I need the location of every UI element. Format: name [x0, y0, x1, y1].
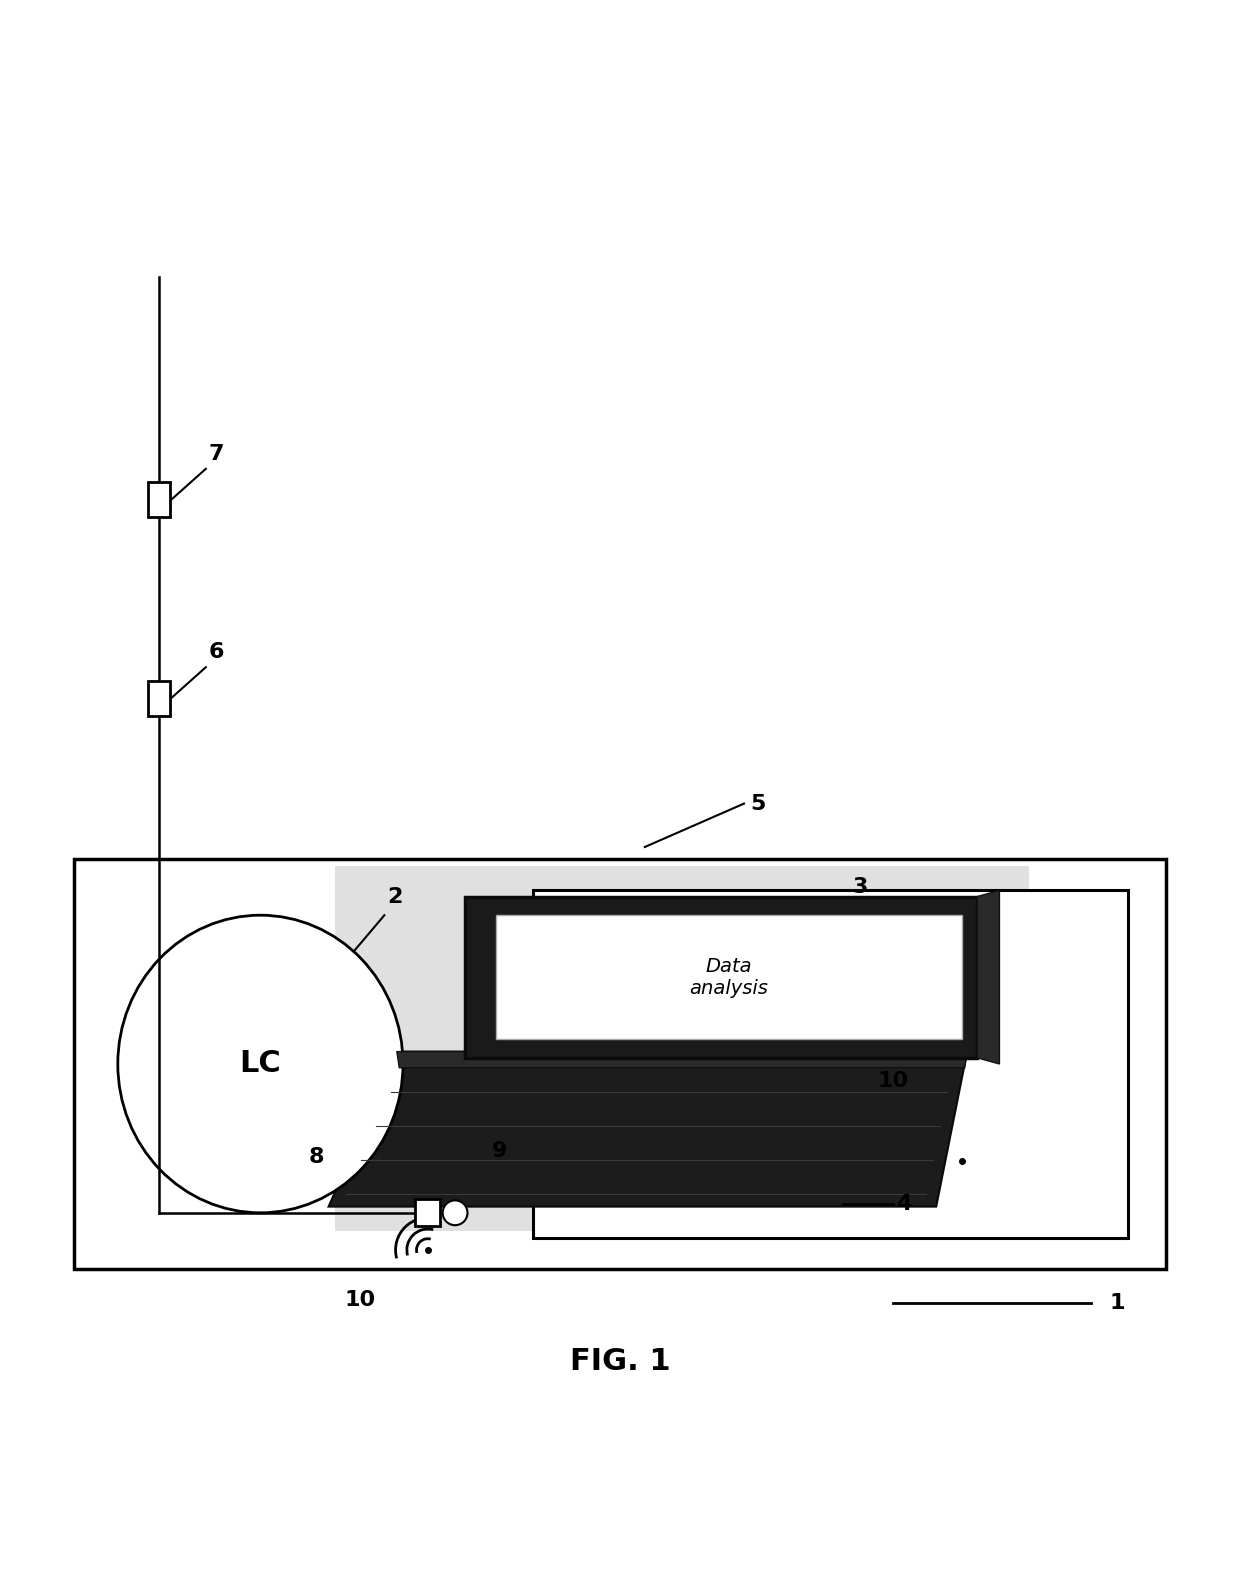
Bar	[335, 865, 1029, 1231]
Circle shape	[443, 1201, 467, 1225]
Text: 7: 7	[208, 444, 224, 463]
Bar	[533, 890, 1128, 1237]
Text: 2: 2	[387, 887, 402, 906]
Text: LC: LC	[239, 1049, 281, 1079]
Text: 4: 4	[897, 1195, 911, 1214]
Text: 9: 9	[492, 1141, 507, 1160]
Text: 10: 10	[343, 1289, 376, 1309]
Text: OTDR: OTDR	[712, 1014, 807, 1044]
Polygon shape	[329, 1052, 967, 1207]
Polygon shape	[397, 1052, 967, 1068]
Ellipse shape	[118, 915, 403, 1212]
Text: 5: 5	[750, 793, 765, 813]
Polygon shape	[977, 890, 999, 1064]
Bar	[74, 859, 1166, 1269]
Text: 8: 8	[309, 1148, 324, 1167]
Polygon shape	[465, 896, 977, 1058]
Text: 10: 10	[878, 1071, 909, 1091]
Bar	[148, 482, 170, 517]
Polygon shape	[496, 915, 962, 1039]
Text: FIG. 1: FIG. 1	[569, 1347, 671, 1375]
Text: Data
analysis: Data analysis	[689, 956, 769, 997]
Text: 3: 3	[852, 876, 868, 896]
Text: 1: 1	[1110, 1294, 1126, 1314]
Bar	[415, 1199, 440, 1226]
Bar	[148, 681, 170, 716]
Text: 6: 6	[208, 642, 224, 663]
